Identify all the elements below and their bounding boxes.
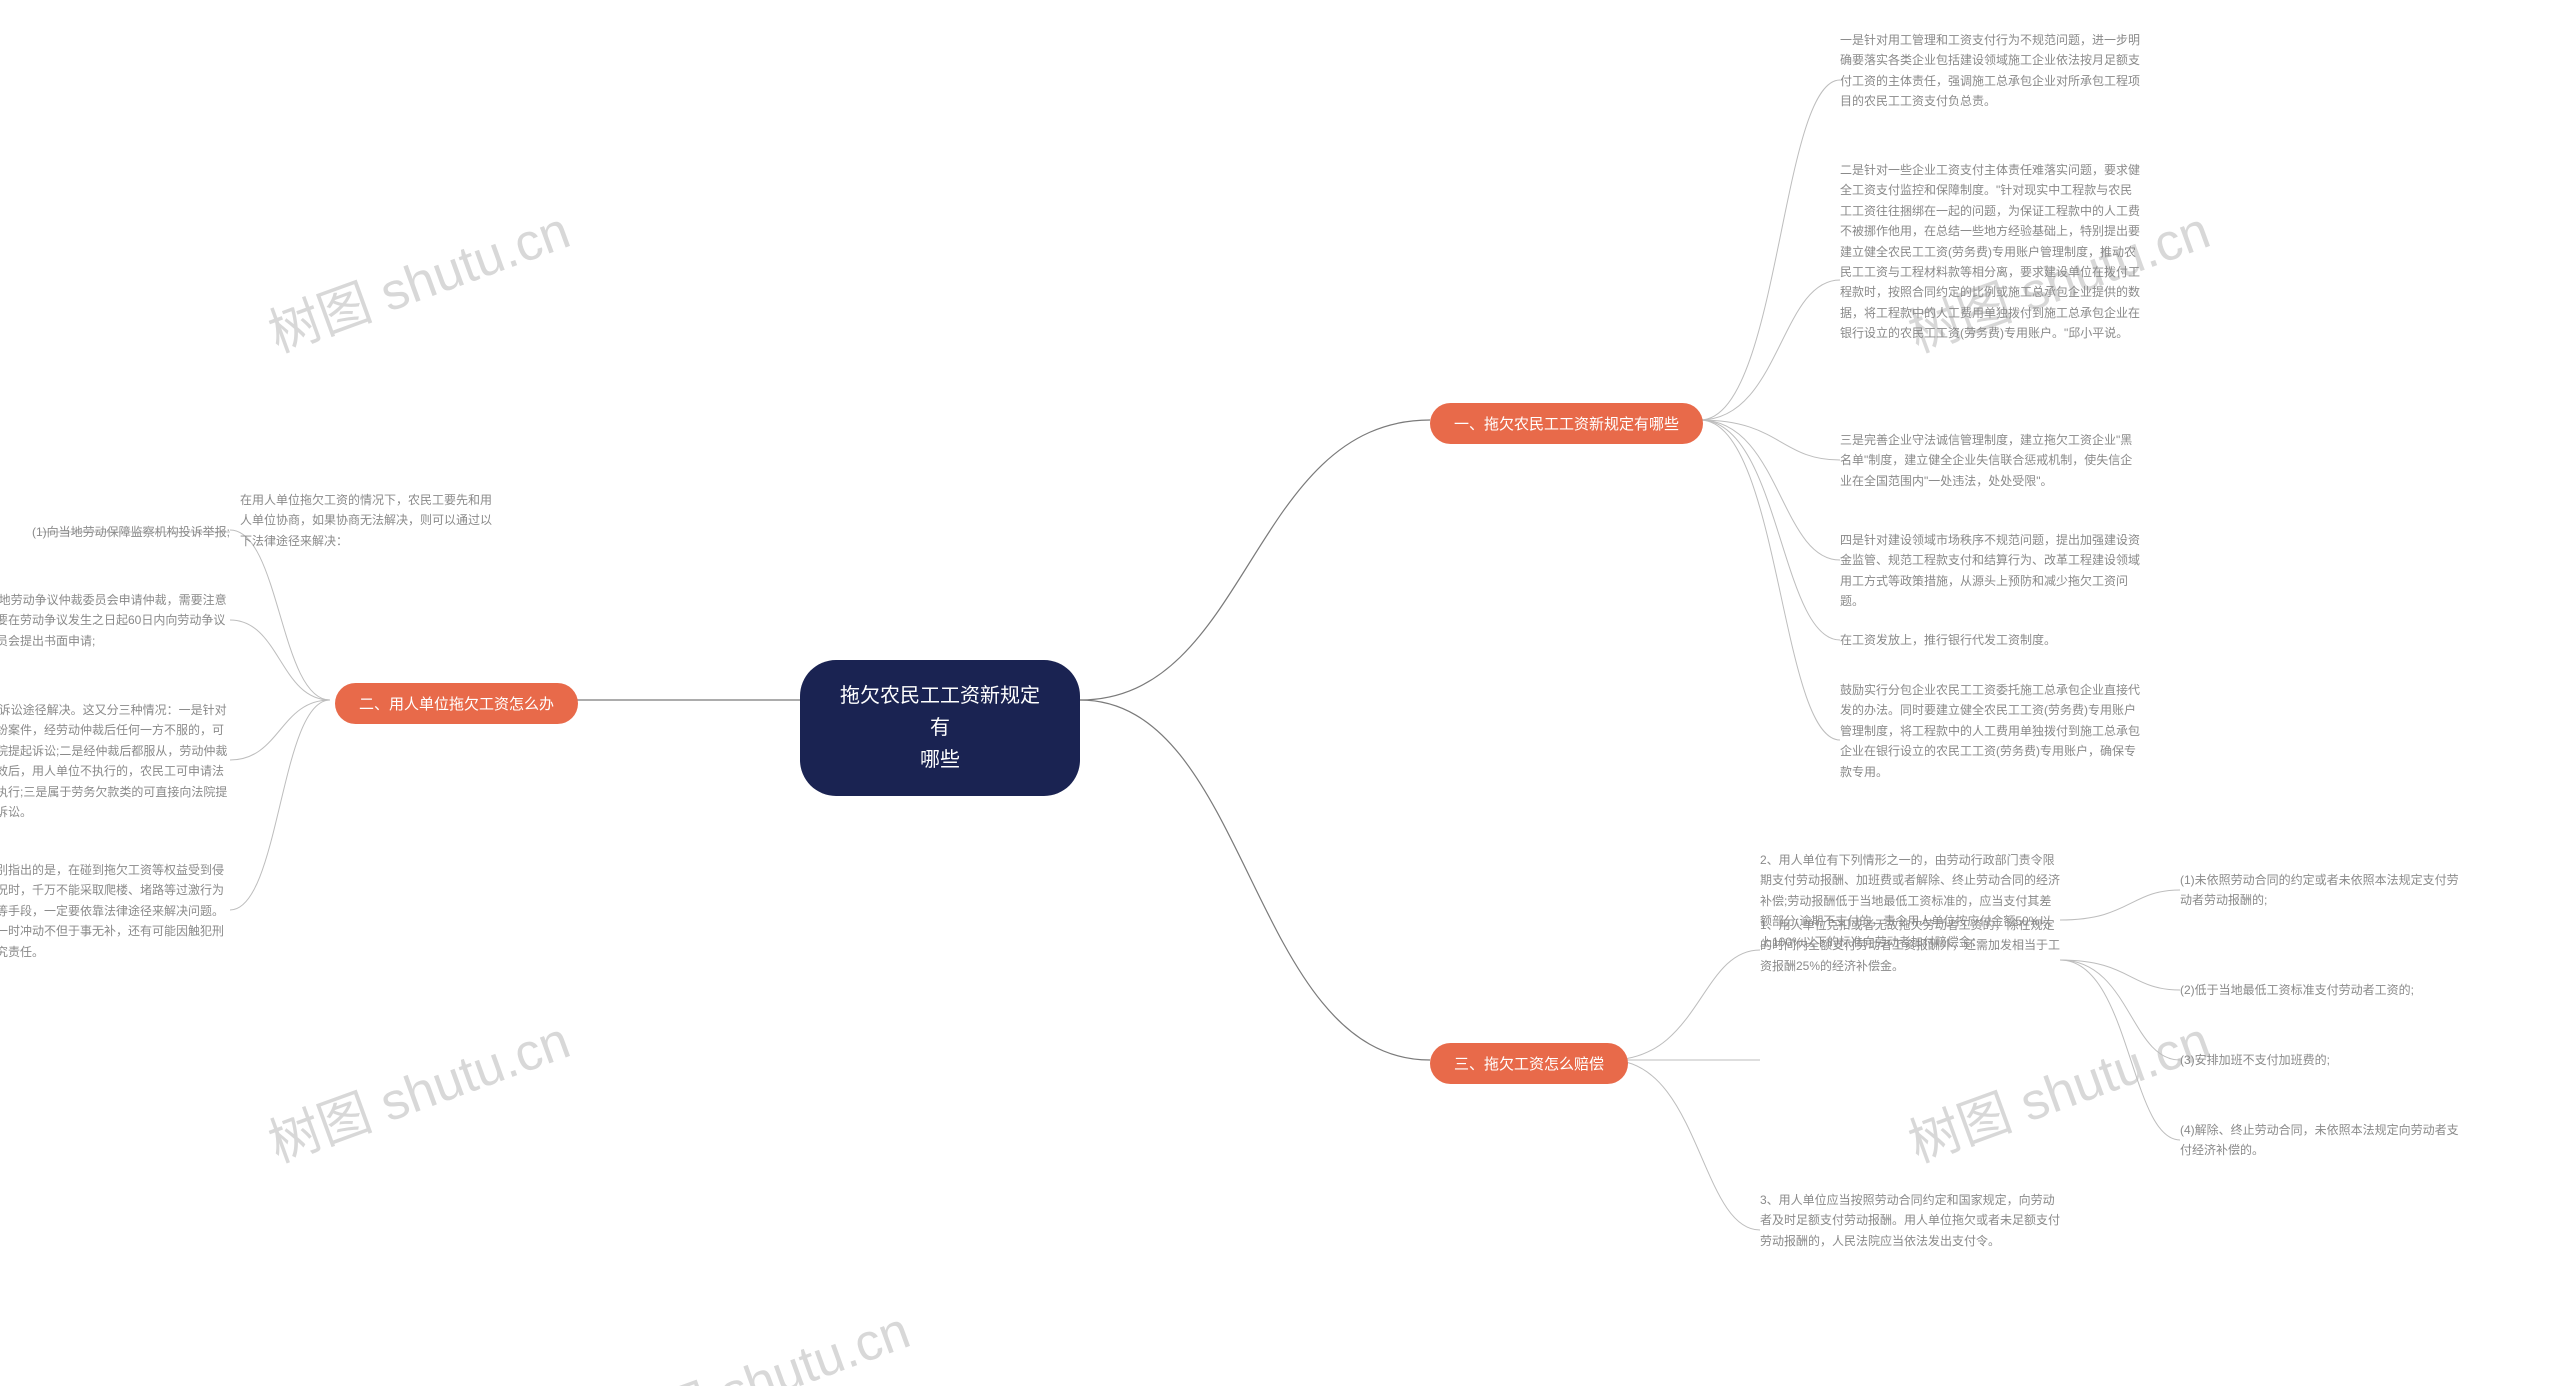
root-node: 拖欠农民工工资新规定有 哪些 bbox=[800, 660, 1080, 796]
sec3-sub-0: (1)未依照劳动合同的约定或者未依照本法规定支付劳动者劳动报酬的; bbox=[2180, 870, 2470, 911]
sec1-leaf-1: 二是针对一些企业工资支付主体责任难落实问题，要求健全工资支付监控和保障制度。"针… bbox=[1840, 160, 2140, 344]
sec2-label: (1)向当地劳动保障监察机构投诉举报; bbox=[30, 523, 230, 540]
sec3-sub-1: (2)低于当地最低工资标准支付劳动者工资的; bbox=[2180, 980, 2470, 1000]
sec2-leaf-3: 需要特别指出的是，在碰到拖欠工资等权益受到侵害的情况时，千万不能采取爬楼、堵路等… bbox=[0, 860, 230, 962]
sec2-leaf-2: (3)通过诉讼途径解决。这又分三种情况：一是针对劳动纠纷案件，经劳动仲裁后任何一… bbox=[0, 700, 230, 822]
sec2-leaf-0: 在用人单位拖欠工资的情况下，农民工要先和用人单位协商，如果协商无法解决，则可以通… bbox=[240, 490, 500, 551]
section-2: 二、用人单位拖欠工资怎么办 bbox=[335, 683, 578, 724]
root-line2: 哪些 bbox=[920, 749, 960, 771]
mindmap-canvas: 树图 shutu.cn 树图 shutu.cn 树图 shutu.cn 树图 s… bbox=[0, 0, 2560, 1386]
sec3-leaf-1: 2、用人单位有下列情形之一的，由劳动行政部门责令限期支付劳动报酬、加班费或者解除… bbox=[1760, 850, 2060, 952]
sec1-leaf-5: 鼓励实行分包企业农民工工资委托施工总承包企业直接代发的办法。同时要建立健全农民工… bbox=[1840, 680, 2140, 782]
root-line1: 拖欠农民工工资新规定有 bbox=[840, 685, 1040, 739]
sec1-leaf-2: 三是完善企业守法诚信管理制度，建立拖欠工资企业"黑名单"制度，建立健全企业失信联… bbox=[1840, 430, 2140, 491]
watermark: 树图 shutu.cn bbox=[1897, 998, 2219, 1176]
section-3: 三、拖欠工资怎么赔偿 bbox=[1430, 1043, 1628, 1084]
watermark: 树图 shutu.cn bbox=[257, 998, 579, 1176]
sec2-leaf-1: (2)向当地劳动争议仲裁委员会申请仲裁，需要注意的是，要在劳动争议发生之日起60… bbox=[0, 590, 230, 651]
section-1: 一、拖欠农民工工资新规定有哪些 bbox=[1430, 403, 1703, 444]
sec3-sub-2: (3)安排加班不支付加班费的; bbox=[2180, 1050, 2470, 1070]
sec1-leaf-0: 一是针对用工管理和工资支付行为不规范问题，进一步明确要落实各类企业包括建设领域施… bbox=[1840, 30, 2140, 112]
watermark: 树图 shutu.cn bbox=[257, 188, 579, 366]
sec1-leaf-3: 四是针对建设领域市场秩序不规范问题，提出加强建设资金监管、规范工程款支付和结算行… bbox=[1840, 530, 2140, 612]
sec1-leaf-4: 在工资发放上，推行银行代发工资制度。 bbox=[1840, 630, 2140, 650]
watermark: 树图 shutu.cn bbox=[597, 1288, 919, 1386]
sec3-leaf-2: 3、用人单位应当按照劳动合同约定和国家规定，向劳动者及时足额支付劳动报酬。用人单… bbox=[1760, 1190, 2060, 1251]
sec3-sub-3: (4)解除、终止劳动合同，未依照本法规定向劳动者支付经济补偿的。 bbox=[2180, 1120, 2470, 1161]
